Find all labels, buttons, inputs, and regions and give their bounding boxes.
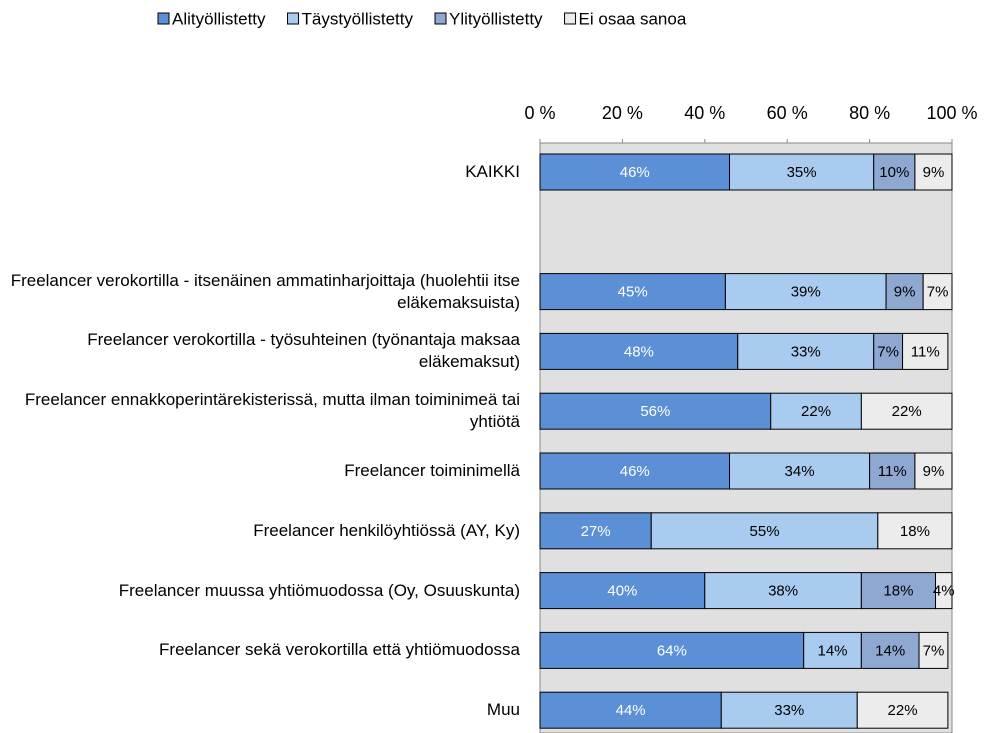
data-label: 18% (900, 523, 930, 540)
bar-segment (539, 332, 739, 370)
category-label: Freelancer sekä verokortilla että yhtiöm… (159, 640, 520, 660)
data-label: 56% (640, 403, 670, 420)
x-tick-label: 80 % (849, 103, 890, 123)
category-label: Freelancer verokortilla - työsuhteinen (… (87, 330, 520, 372)
bar-segment (873, 153, 916, 191)
data-label: 55% (750, 523, 780, 540)
bar-segment (856, 691, 949, 729)
data-label: 22% (888, 702, 918, 719)
data-label: 18% (883, 583, 913, 600)
bar-segment (860, 392, 953, 430)
bar-segment (885, 273, 924, 311)
data-label: 14% (875, 642, 905, 659)
x-tick-label: 60 % (767, 103, 808, 123)
bar-segment (860, 572, 937, 610)
x-tick-label: 40 % (684, 103, 725, 123)
bar-segment (539, 392, 772, 430)
bar-segment (914, 452, 953, 490)
category-label: Freelancer muussa yhtiömuodossa (Oy, Osu… (118, 580, 520, 600)
x-tick-label: 0 % (524, 103, 555, 123)
bar-segment (729, 153, 875, 191)
bar-segment (539, 572, 706, 610)
bar-segment (539, 691, 722, 729)
legend-label: Täystyöllistetty (302, 9, 414, 28)
data-label: 22% (892, 403, 922, 420)
data-label: 39% (791, 284, 821, 301)
data-label: 4% (933, 583, 955, 600)
bar-segment (770, 392, 862, 430)
legend-swatch (564, 12, 577, 25)
data-label: 35% (787, 164, 817, 181)
data-label: 7% (923, 642, 945, 659)
category-label: Muu (486, 700, 520, 720)
category-label: KAIKKI (465, 162, 520, 181)
category-label: Freelancer toiminimellä (344, 461, 520, 480)
category-label: Freelancer verokortilla - itsenäinen amm… (10, 270, 520, 312)
data-label: 27% (581, 523, 611, 540)
category-label: Freelancer ennakkoperintärekisterissä, m… (24, 390, 520, 432)
bar-segment (539, 631, 805, 669)
category-label: Freelancer henkilöyhtiössä (AY, Ky) (253, 520, 520, 540)
bar-segment (922, 273, 953, 311)
x-tick-label: 100 % (926, 103, 977, 123)
bar-segment (877, 512, 953, 550)
data-label: 46% (620, 463, 650, 480)
x-tick-label: 20 % (602, 103, 643, 123)
legend-swatch (434, 12, 447, 25)
data-label: 40% (607, 583, 637, 600)
data-label: 44% (616, 702, 646, 719)
data-label: 9% (923, 164, 945, 181)
data-label: 7% (877, 343, 899, 360)
data-label: 64% (657, 642, 687, 659)
data-label: 38% (768, 583, 798, 600)
data-label: 33% (791, 343, 821, 360)
data-label: 9% (894, 284, 916, 301)
bar-segment (914, 153, 953, 191)
bar-segment (724, 273, 887, 311)
data-label: 11% (878, 463, 907, 480)
bar-segment (720, 691, 858, 729)
data-label: 10% (879, 164, 909, 181)
bar-segment (539, 153, 731, 191)
bar-segment (539, 512, 652, 550)
bar-segment (539, 273, 726, 311)
data-label: 11% (911, 343, 940, 360)
data-label: 46% (620, 164, 650, 181)
bar-segment (918, 631, 949, 669)
data-label: 45% (618, 284, 648, 301)
bar-segment (873, 332, 904, 370)
legend-label: Ei osaa sanoa (579, 9, 687, 28)
legend-label: Alityöllistetty (172, 9, 266, 28)
bar-segment (935, 572, 953, 610)
data-label: 34% (785, 463, 815, 480)
bar-segment (902, 332, 949, 370)
bar-segment (704, 572, 862, 610)
data-label: 14% (818, 642, 848, 659)
bar-segment (737, 332, 875, 370)
data-label: 33% (774, 702, 804, 719)
legend-swatch (157, 12, 170, 25)
data-label: 7% (927, 284, 949, 301)
bar-segment (869, 452, 916, 490)
bar-segment (729, 452, 871, 490)
data-label: 48% (624, 343, 654, 360)
legend-label: Ylityöllistetty (449, 9, 543, 28)
legend-swatch (287, 12, 300, 25)
data-label: 9% (923, 463, 945, 480)
data-label: 22% (801, 403, 831, 420)
bar-segment (650, 512, 879, 550)
